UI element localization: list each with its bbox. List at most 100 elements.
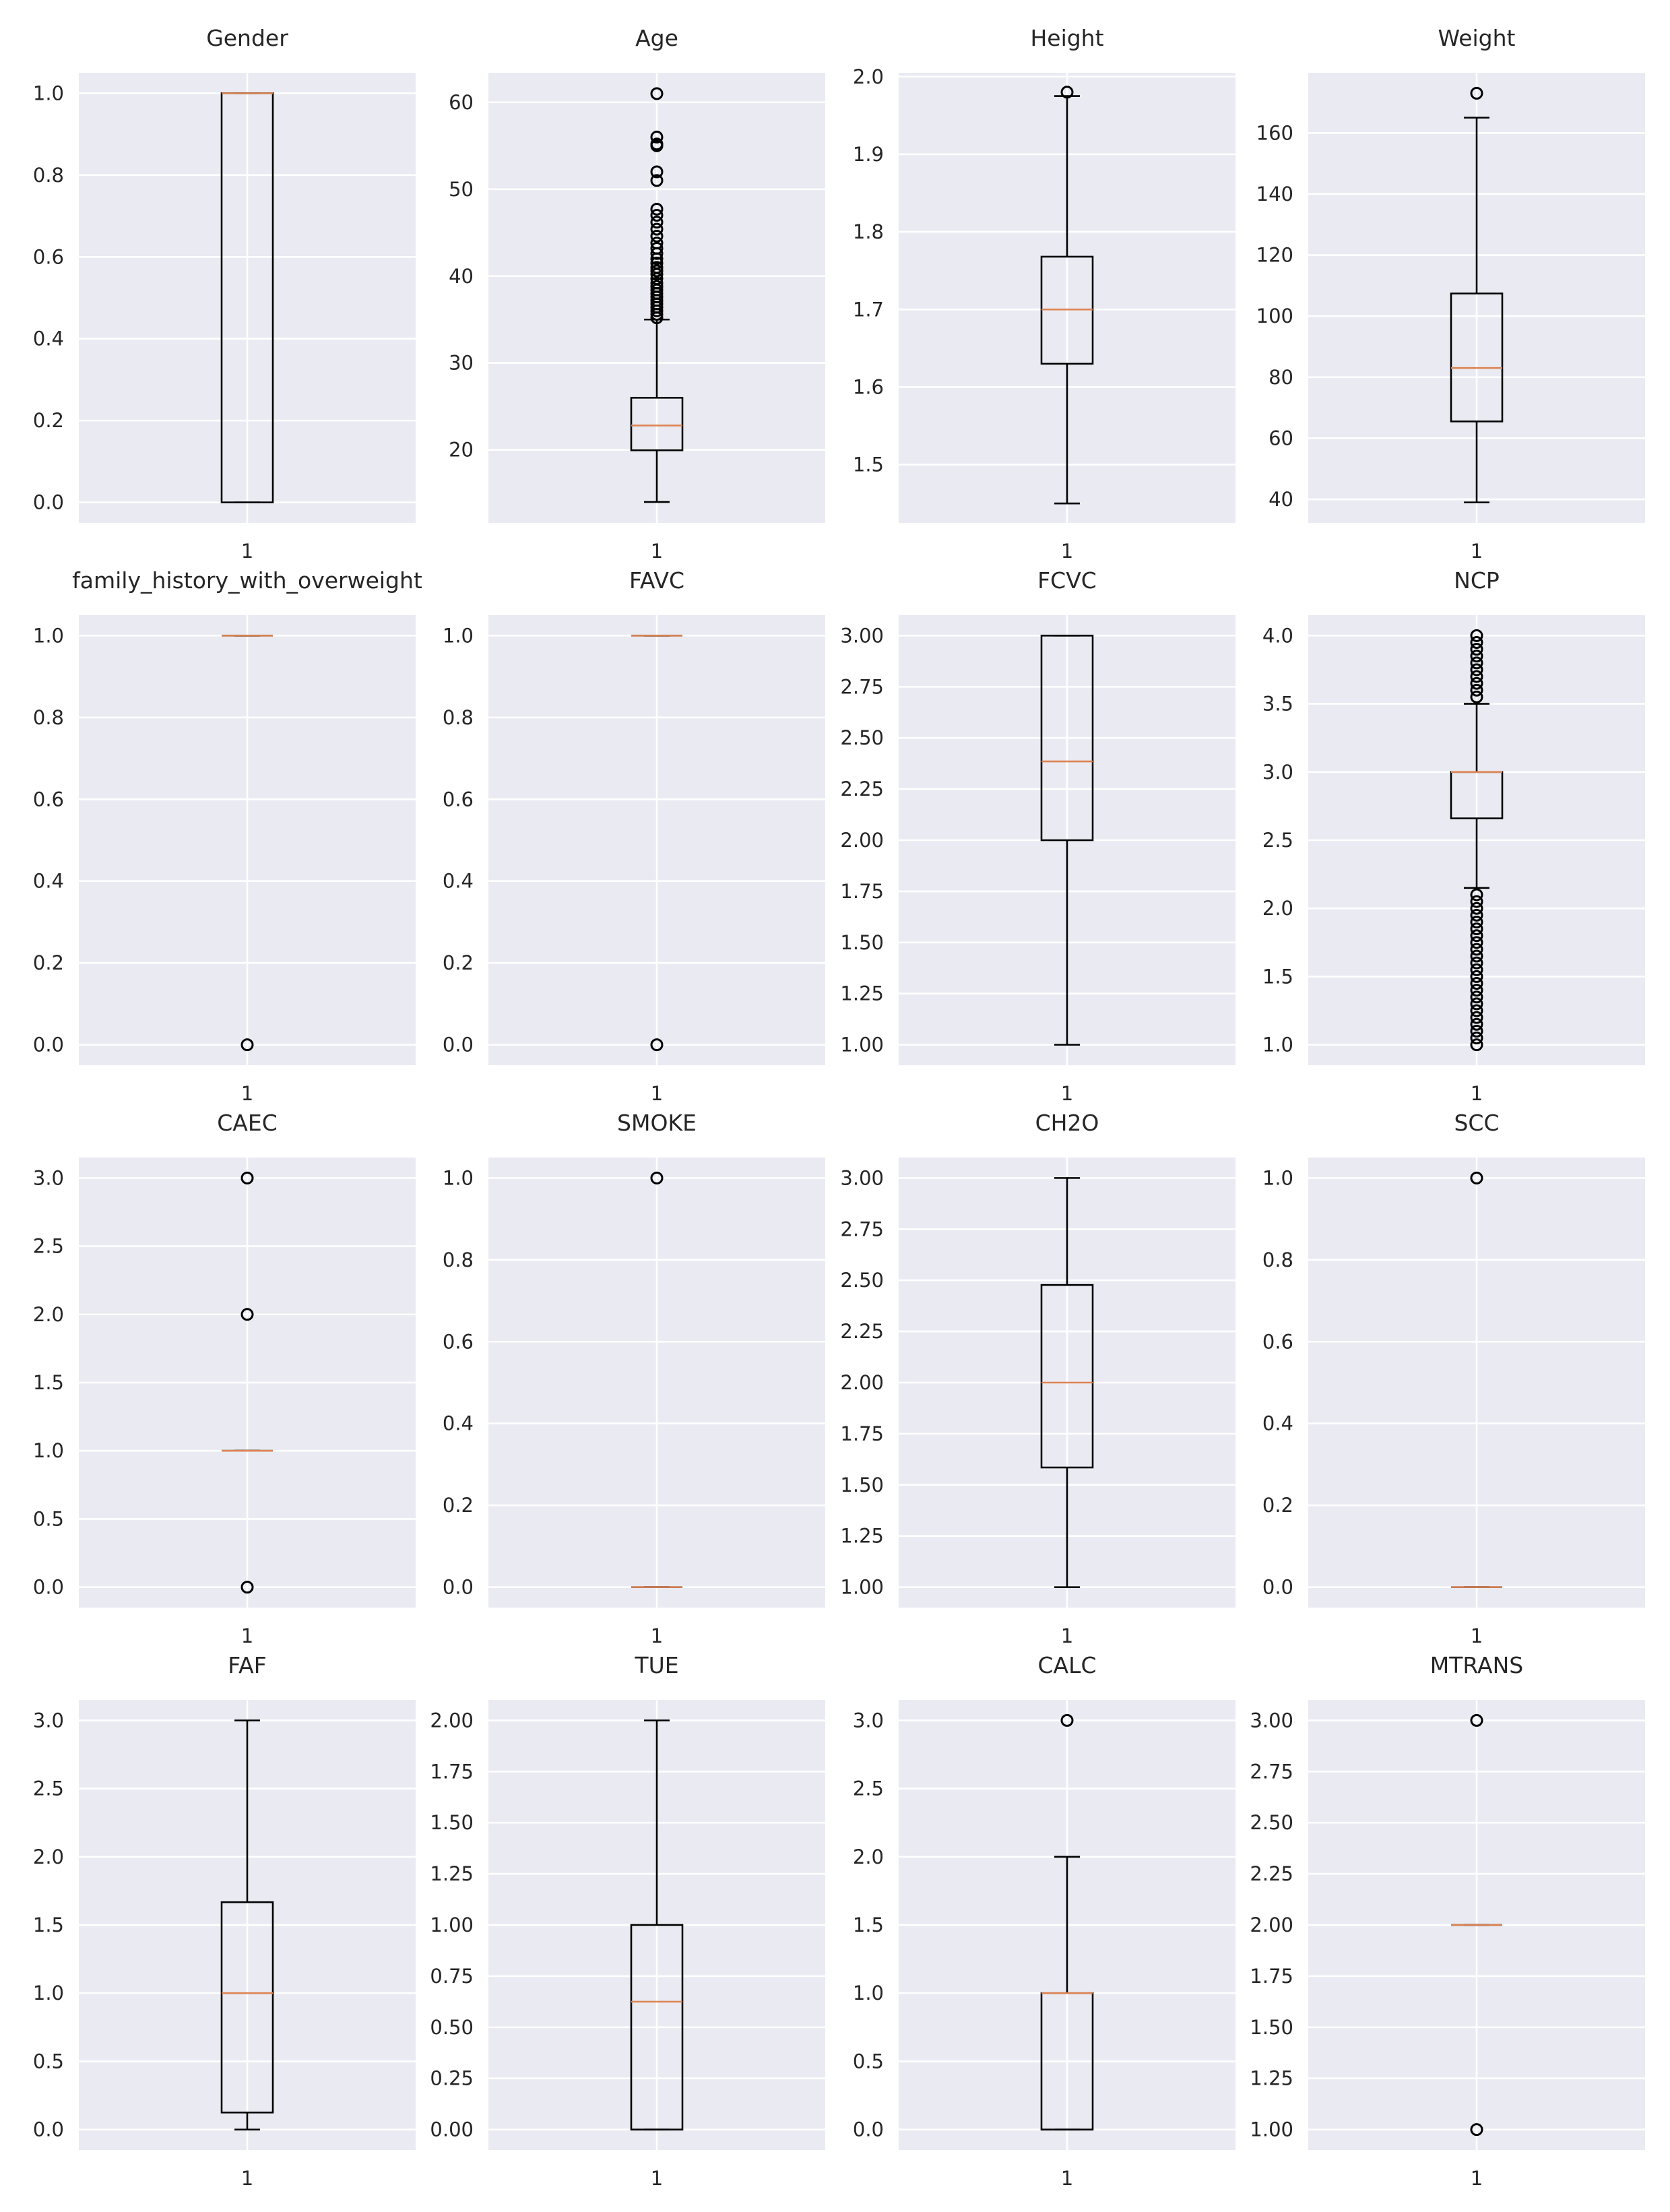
y-tick-label: 140 — [1256, 183, 1293, 206]
y-tick-label: 0.75 — [430, 1965, 474, 1988]
x-tick-label: 1 — [651, 2167, 663, 2190]
y-tick-label: 60 — [449, 91, 474, 114]
y-tick-label: 2.00 — [1250, 1914, 1293, 1936]
subplot: 1.00 1.25 1.50 1.75 2.00 2.25 2.50 2.75 3.00 1 MTR… — [1250, 1652, 1645, 2190]
y-tick-label: 2.50 — [840, 726, 884, 749]
outlier-point — [1470, 949, 1483, 963]
y-tick-label: 2.0 — [853, 1845, 884, 1868]
outlier-point — [1470, 956, 1483, 970]
y-tick-label: 3.00 — [840, 624, 884, 647]
y-tick-label: 3.0 — [33, 1709, 64, 1732]
subplot-title: FAF — [228, 1652, 267, 1678]
subplot-title: FCVC — [1037, 567, 1097, 594]
x-tick-label: 1 — [1061, 1624, 1073, 1647]
y-tick-label: 1.25 — [430, 1862, 474, 1885]
outlier-point — [1470, 929, 1483, 943]
outlier-point — [1470, 690, 1483, 703]
y-tick-label: 1.50 — [1250, 2016, 1293, 2039]
y-tick-label: 0.6 — [33, 788, 64, 811]
y-tick-label: 2.5 — [853, 1777, 884, 1800]
y-tick-label: 1.8 — [853, 220, 884, 243]
y-tick-label: 1.00 — [430, 1914, 474, 1936]
outlier-point — [1470, 676, 1483, 690]
y-tick-label: 0.0 — [853, 2118, 884, 2141]
subplot: 0.0 0.2 0.4 0.6 0.8 1.0 1 SCC — [1262, 1110, 1645, 1647]
y-tick-label: 0.25 — [430, 2067, 474, 2090]
y-tick-label: 2.50 — [1250, 1811, 1293, 1834]
outlier-point — [1470, 888, 1483, 902]
y-tick-label: 1.25 — [840, 1525, 884, 1548]
subplot: 1.0 1.5 2.0 2.5 3.0 3.5 4.0 1 NCP — [1262, 567, 1645, 1105]
y-tick-label: 0.8 — [1262, 1249, 1293, 1271]
y-tick-label: 1.0 — [33, 1982, 64, 2004]
outlier-point — [650, 222, 664, 236]
y-tick-label: 4.0 — [1262, 624, 1293, 647]
subplot: 1.00 1.25 1.50 1.75 2.00 2.25 2.50 2.75 3.00 1 CH2… — [840, 1110, 1235, 1647]
iqr-box — [220, 1901, 274, 2114]
outlier-point — [650, 165, 664, 179]
outlier-point — [1470, 943, 1483, 956]
y-tick-label: 2.5 — [33, 1777, 64, 1800]
y-tick-label: 0.0 — [1262, 1576, 1293, 1599]
y-tick-label: 3.5 — [1262, 693, 1293, 716]
y-tick-label: 1.75 — [840, 1422, 884, 1445]
x-tick-label: 1 — [1471, 540, 1483, 563]
y-tick-label: 2.0 — [853, 65, 884, 88]
subplot-title: CH2O — [1035, 1110, 1099, 1136]
outlier-point — [650, 1038, 664, 1052]
y-tick-label: 0.5 — [853, 2050, 884, 2073]
y-tick-label: 1.25 — [840, 982, 884, 1005]
outlier-point — [1470, 86, 1483, 100]
y-tick-label: 1.50 — [430, 1811, 474, 1834]
y-tick-label: 0.2 — [443, 1494, 474, 1517]
outlier-point — [1470, 970, 1483, 983]
y-tick-label: 0.4 — [33, 327, 64, 350]
y-tick-label: 2.0 — [33, 1845, 64, 1868]
subplot-title: CALC — [1037, 1652, 1096, 1678]
y-tick-label: 2.50 — [840, 1269, 884, 1292]
y-tick-label: 0.0 — [443, 1034, 474, 1056]
outlier-point — [1470, 936, 1483, 949]
x-tick-label: 1 — [241, 2167, 253, 2190]
subplot: 40 60 80 100 120 140 160 1 Weight — [1256, 25, 1645, 563]
outlier-point — [1470, 670, 1483, 683]
subplot: 1.00 1.25 1.50 1.75 2.00 2.25 2.50 2.75 3.00 1 FCV… — [840, 567, 1235, 1105]
outlier-point — [1470, 1011, 1483, 1024]
y-tick-label: 0.8 — [443, 706, 474, 729]
y-tick-label: 2.75 — [1250, 1760, 1293, 1783]
subplot-title: MTRANS — [1430, 1652, 1523, 1678]
subplot-title: Weight — [1438, 25, 1516, 51]
y-tick-label: 1.0 — [1262, 1034, 1293, 1056]
outlier-point — [650, 130, 664, 144]
y-tick-label: 0.4 — [443, 870, 474, 893]
y-tick-label: 0.6 — [443, 788, 474, 811]
y-tick-label: 1.00 — [840, 1576, 884, 1599]
subplot-title: Gender — [206, 25, 288, 51]
subplot: 0.0 0.2 0.4 0.6 0.8 1.0 1 Gender — [33, 25, 416, 563]
outlier-point — [1470, 2123, 1483, 2137]
iqr-box — [630, 397, 684, 451]
outlier-point — [650, 137, 664, 151]
outlier-point — [1470, 990, 1483, 1004]
y-tick-label: 2.25 — [1250, 1862, 1293, 1885]
y-tick-label: 0.2 — [443, 951, 474, 974]
subplot-title: FAVC — [629, 567, 684, 594]
y-tick-label: 0.50 — [430, 2016, 474, 2039]
y-tick-label: 0.0 — [33, 1034, 64, 1056]
outlier-point — [1470, 908, 1483, 922]
outlier-point — [650, 276, 664, 290]
outlier-point — [650, 174, 664, 187]
y-tick-label: 0.0 — [443, 1576, 474, 1599]
outlier-point — [650, 1171, 664, 1184]
y-tick-label: 2.0 — [33, 1303, 64, 1326]
y-tick-label: 0.2 — [33, 409, 64, 432]
outlier-point — [1470, 1004, 1483, 1017]
subplot-title: CAEC — [217, 1110, 278, 1136]
subplot-title: family_history_with_overweight — [72, 567, 422, 594]
x-tick-label: 1 — [1471, 1082, 1483, 1105]
outlier-point — [1470, 1038, 1483, 1052]
y-tick-label: 0.0 — [33, 491, 64, 514]
y-tick-label: 2.00 — [840, 1371, 884, 1394]
y-tick-label: 120 — [1256, 244, 1293, 267]
y-tick-label: 1.25 — [1250, 2067, 1293, 2090]
